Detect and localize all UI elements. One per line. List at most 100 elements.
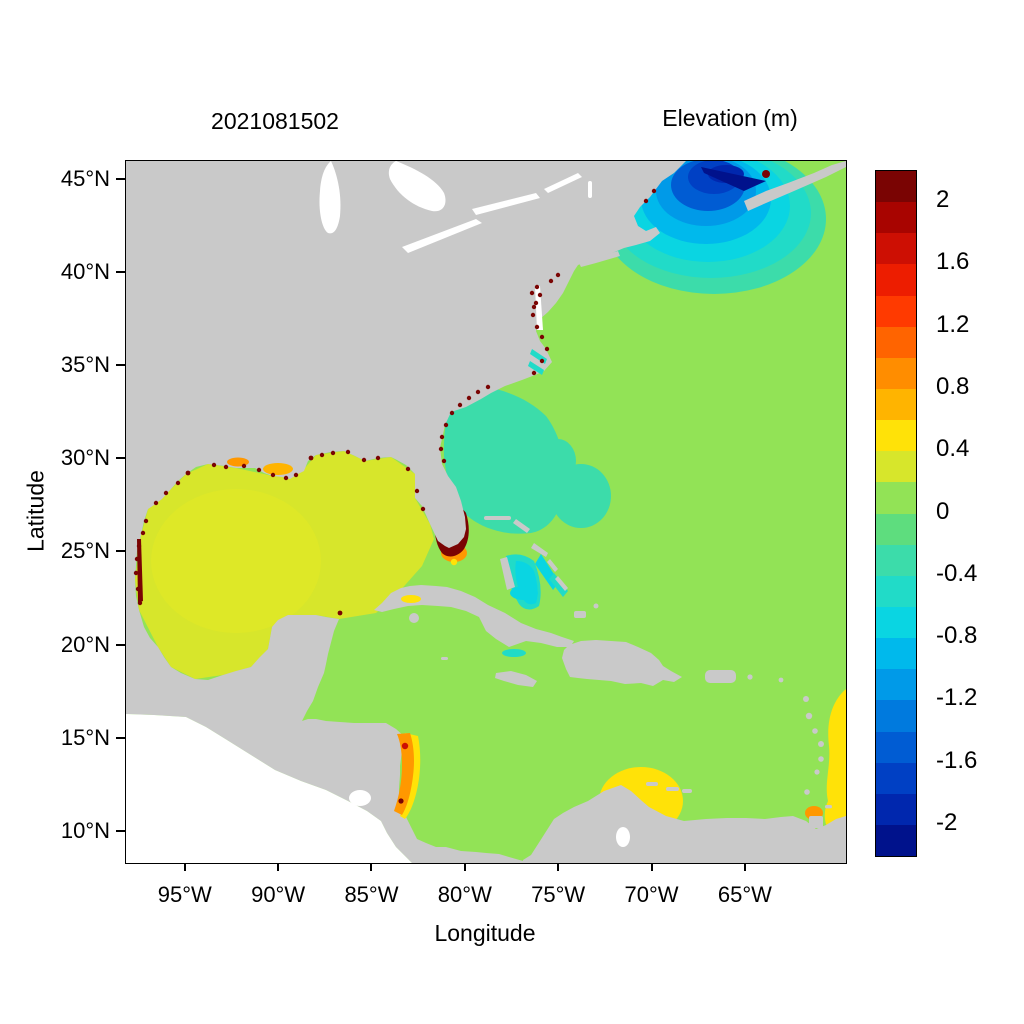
x-tick-label: 90°W bbox=[251, 882, 306, 907]
y-tick-label: 30°N bbox=[60, 445, 110, 471]
land-north-america bbox=[126, 161, 686, 863]
lake-nicaragua bbox=[349, 790, 371, 806]
colorbar-band bbox=[876, 575, 916, 607]
island-bonaire bbox=[682, 789, 692, 793]
patch-gulf-of-mexico bbox=[135, 451, 434, 679]
colorbar-tick-label: -1.2 bbox=[936, 684, 978, 712]
island-trinidad bbox=[809, 816, 823, 828]
island-cuba bbox=[374, 585, 574, 647]
x-tick-label: 80°W bbox=[437, 882, 492, 907]
chesapeake-bay bbox=[535, 286, 543, 330]
island-tobago bbox=[825, 805, 832, 809]
colorbar bbox=[875, 170, 917, 857]
y-tick-label: 20°N bbox=[60, 631, 110, 657]
y-tick-label: 45°N bbox=[60, 165, 110, 191]
lake-erie bbox=[402, 219, 482, 253]
x-tick-mark bbox=[463, 863, 466, 871]
outside-domain-white bbox=[126, 161, 630, 863]
x-tick-mark bbox=[183, 863, 186, 871]
colorbar-tick-label: 0.8 bbox=[936, 372, 970, 400]
x-tick-label: 65°W bbox=[717, 882, 772, 907]
run-timestamp-title: 2021081502 bbox=[211, 108, 339, 134]
x-tick-mark bbox=[557, 863, 560, 871]
colorbar-tick-label: 1.6 bbox=[936, 248, 970, 276]
lake-champlain bbox=[588, 181, 592, 198]
y-tick-label: 40°N bbox=[60, 258, 110, 284]
patch-caribbean-coastal bbox=[394, 733, 421, 819]
colorbar-band bbox=[876, 793, 916, 825]
colorbar-band bbox=[876, 669, 916, 701]
map-plot-area bbox=[125, 160, 847, 864]
x-tick-mark bbox=[370, 863, 373, 871]
x-tick-label: 70°W bbox=[624, 882, 679, 907]
land-nova-scotia bbox=[744, 161, 846, 211]
colorbar-band bbox=[876, 171, 916, 203]
colorbar-band bbox=[876, 420, 916, 452]
y-tick-mark bbox=[116, 830, 125, 833]
islands-greater-antilles bbox=[374, 585, 736, 687]
x-tick-label: 95°W bbox=[157, 882, 212, 907]
patch-cuba-west-yellow bbox=[401, 595, 421, 603]
colorbar-band bbox=[876, 264, 916, 296]
colorbar-band bbox=[876, 731, 916, 763]
y-tick-label: 10°N bbox=[60, 818, 110, 844]
island-puerto-rico bbox=[705, 670, 736, 683]
pacific-outside-domain bbox=[126, 714, 412, 863]
lake-michigan bbox=[319, 161, 341, 234]
land-south-america bbox=[523, 785, 846, 863]
colorbar-tick-label: -0.8 bbox=[936, 622, 978, 650]
lake-maracaibo bbox=[616, 827, 630, 847]
y-tick-mark bbox=[116, 736, 125, 739]
colorbar-band bbox=[876, 606, 916, 639]
islands-lesser-antilles bbox=[646, 674, 832, 828]
y-tick-mark bbox=[116, 643, 125, 646]
patch-gulf-of-maine bbox=[602, 161, 826, 294]
speckles-coastal bbox=[133, 188, 657, 616]
colorbar-band bbox=[876, 482, 916, 514]
islands-bahamas bbox=[484, 516, 599, 618]
y-tick-label: 15°N bbox=[60, 724, 110, 750]
colorbar-band bbox=[876, 295, 916, 327]
map-svg bbox=[126, 161, 846, 863]
y-tick-label: 25°N bbox=[60, 538, 110, 564]
colorbar-band bbox=[876, 700, 916, 732]
colorbar-band bbox=[876, 202, 916, 234]
y-tick-mark bbox=[116, 177, 125, 180]
colorbar-tick-label: -1.6 bbox=[936, 746, 978, 774]
island-aruba bbox=[646, 782, 658, 786]
x-tick-mark bbox=[743, 863, 746, 871]
y-tick-mark bbox=[116, 550, 125, 553]
x-tick-mark bbox=[650, 863, 653, 871]
colorbar-tick-label: 0.4 bbox=[936, 435, 970, 463]
lake-ontario bbox=[472, 193, 540, 215]
x-tick-label: 75°W bbox=[531, 882, 586, 907]
colorbar-band bbox=[876, 388, 916, 421]
colorbar-band bbox=[876, 638, 916, 670]
y-tick-mark bbox=[116, 457, 125, 460]
island-isle-of-youth bbox=[409, 613, 419, 623]
colorbar-band bbox=[876, 451, 916, 483]
colorbar-tick-label: 1.2 bbox=[936, 310, 970, 338]
colorbar-band bbox=[876, 762, 916, 794]
st-lawrence-river bbox=[544, 173, 582, 193]
island-hispaniola bbox=[562, 640, 682, 686]
colorbar-band bbox=[876, 544, 916, 576]
y-tick-mark bbox=[116, 364, 125, 367]
colorbar-band bbox=[876, 326, 916, 358]
lake-huron bbox=[388, 161, 446, 212]
island-long-island bbox=[578, 251, 620, 267]
island-curacao bbox=[666, 787, 679, 791]
y-tick-mark bbox=[116, 270, 125, 273]
island-cayman bbox=[441, 657, 448, 660]
patch-se-atlantic-teal bbox=[443, 383, 611, 657]
island-jamaica bbox=[495, 671, 537, 687]
colorbar-band bbox=[876, 824, 916, 857]
x-axis-label: Longitude bbox=[434, 920, 536, 946]
x-tick-mark bbox=[277, 863, 280, 871]
colorbar-tick-label: 2 bbox=[936, 186, 950, 214]
colorbar-band bbox=[876, 513, 916, 545]
colorbar-band bbox=[876, 233, 916, 265]
colorbar-tick-label: -2 bbox=[936, 808, 958, 836]
patch-louisiana-coastal bbox=[227, 457, 421, 603]
